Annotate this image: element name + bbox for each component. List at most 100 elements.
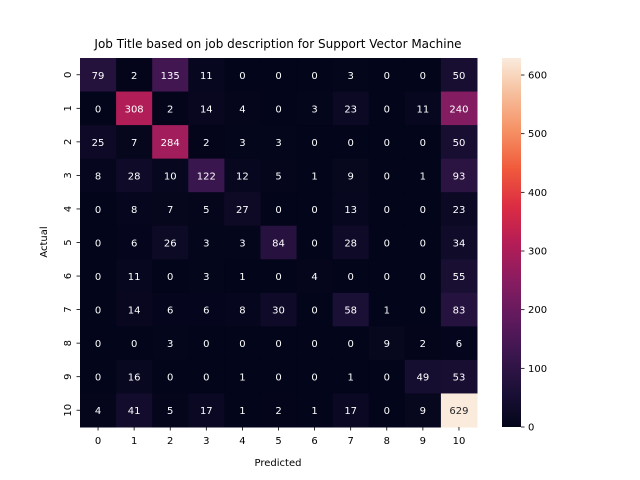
heatmap-cell	[260, 326, 298, 361]
heatmap-cell	[332, 91, 370, 126]
heatmap-cell	[296, 125, 334, 160]
cell-value-label: 13	[344, 205, 357, 216]
heatmap-cell	[188, 326, 225, 361]
x-tick-label: 6	[311, 436, 317, 447]
heatmap-cell	[368, 225, 406, 260]
cell-value-label: 1	[347, 373, 353, 384]
heatmap-cell	[332, 125, 370, 160]
heatmap-cell	[332, 393, 370, 428]
heatmap-cell	[224, 225, 261, 260]
y-tick-label: 0	[63, 72, 74, 78]
cell-value-label: 9	[384, 339, 390, 350]
heatmap-cell	[332, 359, 370, 394]
x-tick-label: 2	[167, 436, 173, 447]
heatmap-cell	[80, 292, 117, 327]
heatmap-cell	[152, 158, 189, 193]
heatmap-cell	[368, 393, 406, 428]
cell-value-label: 0	[239, 71, 245, 82]
cell-value-label: 4	[95, 406, 101, 417]
cell-value-label: 3	[203, 239, 209, 250]
cell-value-label: 0	[384, 138, 390, 149]
x-tick-label: 8	[384, 436, 390, 447]
cell-value-label: 1	[239, 406, 245, 417]
heatmap-cell	[440, 359, 478, 394]
cell-value-label: 28	[344, 239, 357, 250]
cell-value-label: 27	[236, 205, 249, 216]
heatmap-cell	[188, 225, 225, 260]
heatmap-cell	[80, 158, 117, 193]
heatmap-cell	[260, 192, 298, 227]
cell-value-label: 12	[236, 171, 249, 182]
colorbar-gradient	[502, 58, 521, 427]
heatmap-cell	[116, 359, 153, 394]
heatmap-cell	[404, 125, 442, 160]
cell-value-label: 0	[167, 373, 173, 384]
heatmap-cell	[80, 393, 117, 428]
cell-value-label: 0	[347, 339, 353, 350]
cell-value-label: 3	[239, 239, 245, 250]
heatmap-cell	[296, 91, 334, 126]
heatmap-cell	[152, 91, 189, 126]
heatmap-cell	[332, 58, 370, 93]
cell-value-label: 84	[272, 239, 285, 250]
cell-value-label: 53	[453, 373, 466, 384]
heatmap-cell	[116, 125, 153, 160]
heatmap-cell	[332, 192, 370, 227]
cell-value-label: 0	[384, 104, 390, 115]
heatmap-cell	[296, 292, 334, 327]
heatmap-cell	[152, 326, 189, 361]
cell-value-label: 8	[239, 306, 245, 317]
cell-value-label: 0	[384, 71, 390, 82]
cell-value-label: 14	[200, 104, 213, 115]
cell-value-label: 50	[453, 138, 466, 149]
heatmap-cell	[368, 292, 406, 327]
cell-value-label: 3	[347, 71, 353, 82]
cell-value-label: 6	[131, 239, 137, 250]
y-tick-label: 1	[63, 105, 74, 111]
cell-value-label: 0	[311, 306, 317, 317]
heatmap-cell	[116, 393, 153, 428]
heatmap-cell	[260, 359, 298, 394]
heatmap-cell	[224, 393, 261, 428]
y-axis-label: Actual	[39, 226, 50, 257]
colorbar-tick-label: 100	[528, 364, 547, 375]
cell-value-label: 23	[344, 104, 357, 115]
cell-value-label: 3	[239, 138, 245, 149]
heatmap-cell	[332, 326, 370, 361]
heatmap-cell	[368, 259, 406, 294]
y-tick-label: 7	[63, 306, 74, 312]
heatmap-cell	[260, 292, 298, 327]
cell-value-label: 2	[420, 339, 426, 350]
y-tick-label: 5	[63, 239, 74, 245]
cell-value-label: 0	[384, 373, 390, 384]
heatmap-cell	[440, 259, 478, 294]
heatmap-cell	[224, 91, 261, 126]
cell-value-label: 0	[384, 239, 390, 250]
heatmap-cell	[188, 292, 225, 327]
cell-value-label: 34	[453, 239, 466, 250]
cell-value-label: 1	[420, 171, 426, 182]
heatmap-cell	[224, 192, 261, 227]
heatmap-cell	[440, 125, 478, 160]
cell-value-label: 0	[203, 339, 209, 350]
cell-value-label: 8	[131, 205, 137, 216]
cell-value-label: 5	[203, 205, 209, 216]
heatmap-cell	[296, 192, 334, 227]
heatmap-cell	[188, 259, 225, 294]
colorbar-tick-label: 600	[528, 71, 547, 82]
cell-value-label: 3	[203, 272, 209, 283]
cell-value-label: 41	[128, 406, 141, 417]
heatmap-cell	[224, 58, 261, 93]
cell-value-label: 55	[453, 272, 466, 283]
cell-value-label: 3	[275, 138, 281, 149]
heatmap-cell	[296, 359, 334, 394]
y-tick-label: 2	[63, 139, 74, 145]
cell-value-label: 6	[203, 306, 209, 317]
cell-value-label: 0	[311, 373, 317, 384]
heatmap-cell	[224, 259, 261, 294]
heatmap-cell	[368, 158, 406, 193]
x-tick-label: 9	[420, 436, 426, 447]
heatmap-cell	[260, 158, 298, 193]
cell-value-label: 10	[164, 171, 177, 182]
cell-value-label: 0	[275, 104, 281, 115]
